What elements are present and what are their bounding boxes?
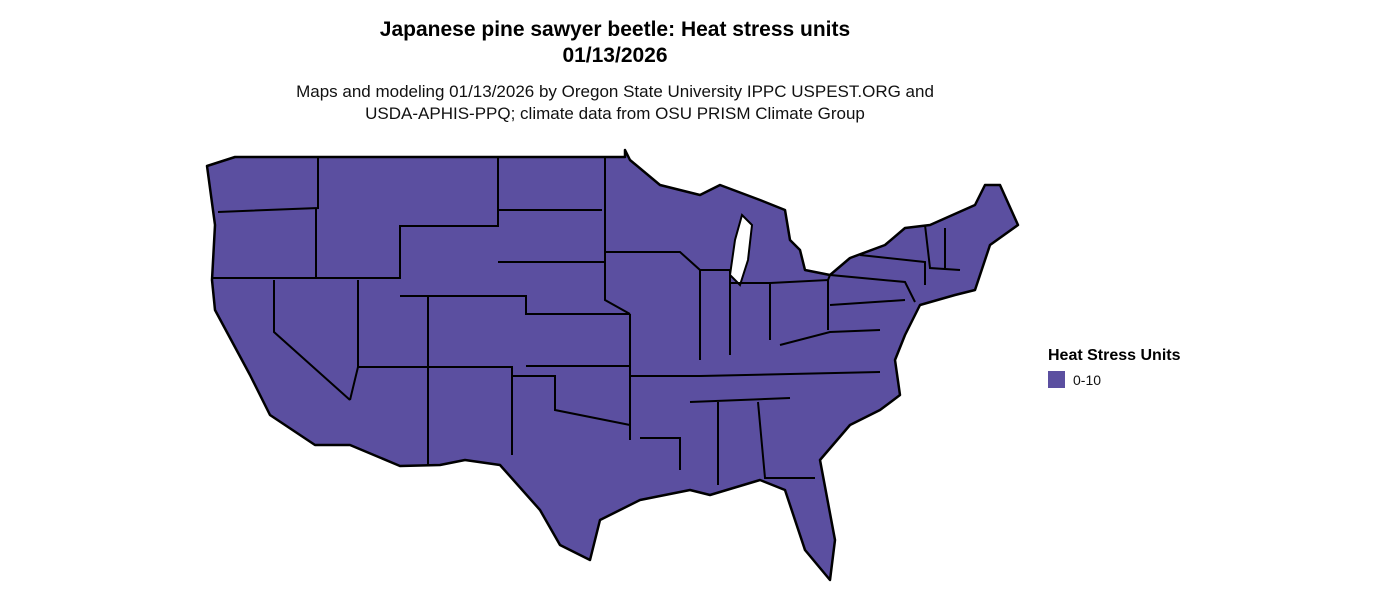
map-credit-line1: Maps and modeling 01/13/2026 by Oregon S… — [296, 82, 934, 101]
legend: Heat Stress Units 0-10 — [1048, 347, 1181, 388]
legend-item: 0-10 — [1048, 371, 1181, 388]
legend-swatch — [1048, 371, 1065, 388]
map-date: 01/13/2026 — [562, 44, 668, 67]
lake-michigan — [728, 213, 754, 287]
state-borders — [212, 157, 961, 485]
map-title: Japanese pine sawyer beetle: Heat stress… — [379, 18, 851, 41]
legend-label: 0-10 — [1073, 371, 1102, 388]
legend-title: Heat Stress Units — [1048, 347, 1181, 364]
map-credit-line2: USDA-APHIS-PPQ; climate data from OSU PR… — [365, 104, 865, 123]
